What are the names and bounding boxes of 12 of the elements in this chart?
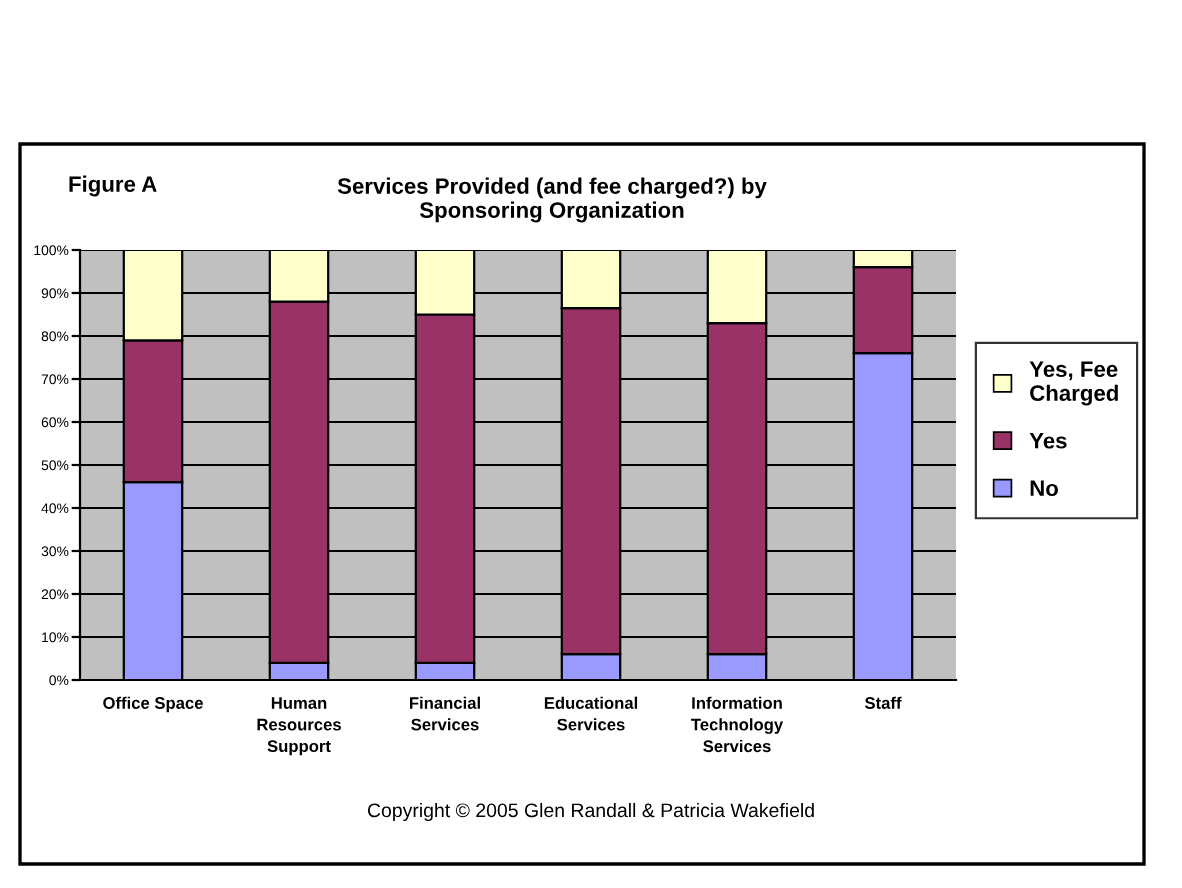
x-tick-label: Human Resources Support [257,697,341,756]
text: Figure A [69,175,157,197]
x-tick-label: Office Space [103,696,203,713]
x-tick-label: Financial Services [410,696,480,731]
x-tick-label: Educational Services [544,696,638,731]
legend-label: Yes [1029,433,1067,449]
legend-label: No [1030,480,1058,497]
text: Copyright © 2005 Glen Randall & Patricia Wakefield [367,802,814,822]
legend-label: Yes, Fee Charged [1029,361,1118,406]
chart-title: Services Provided (and fee charged?) by Sponsoring Organization [337,177,767,223]
x-tick-label: Staff [864,696,902,709]
x-tick-label: Information Technology Services [691,696,784,753]
